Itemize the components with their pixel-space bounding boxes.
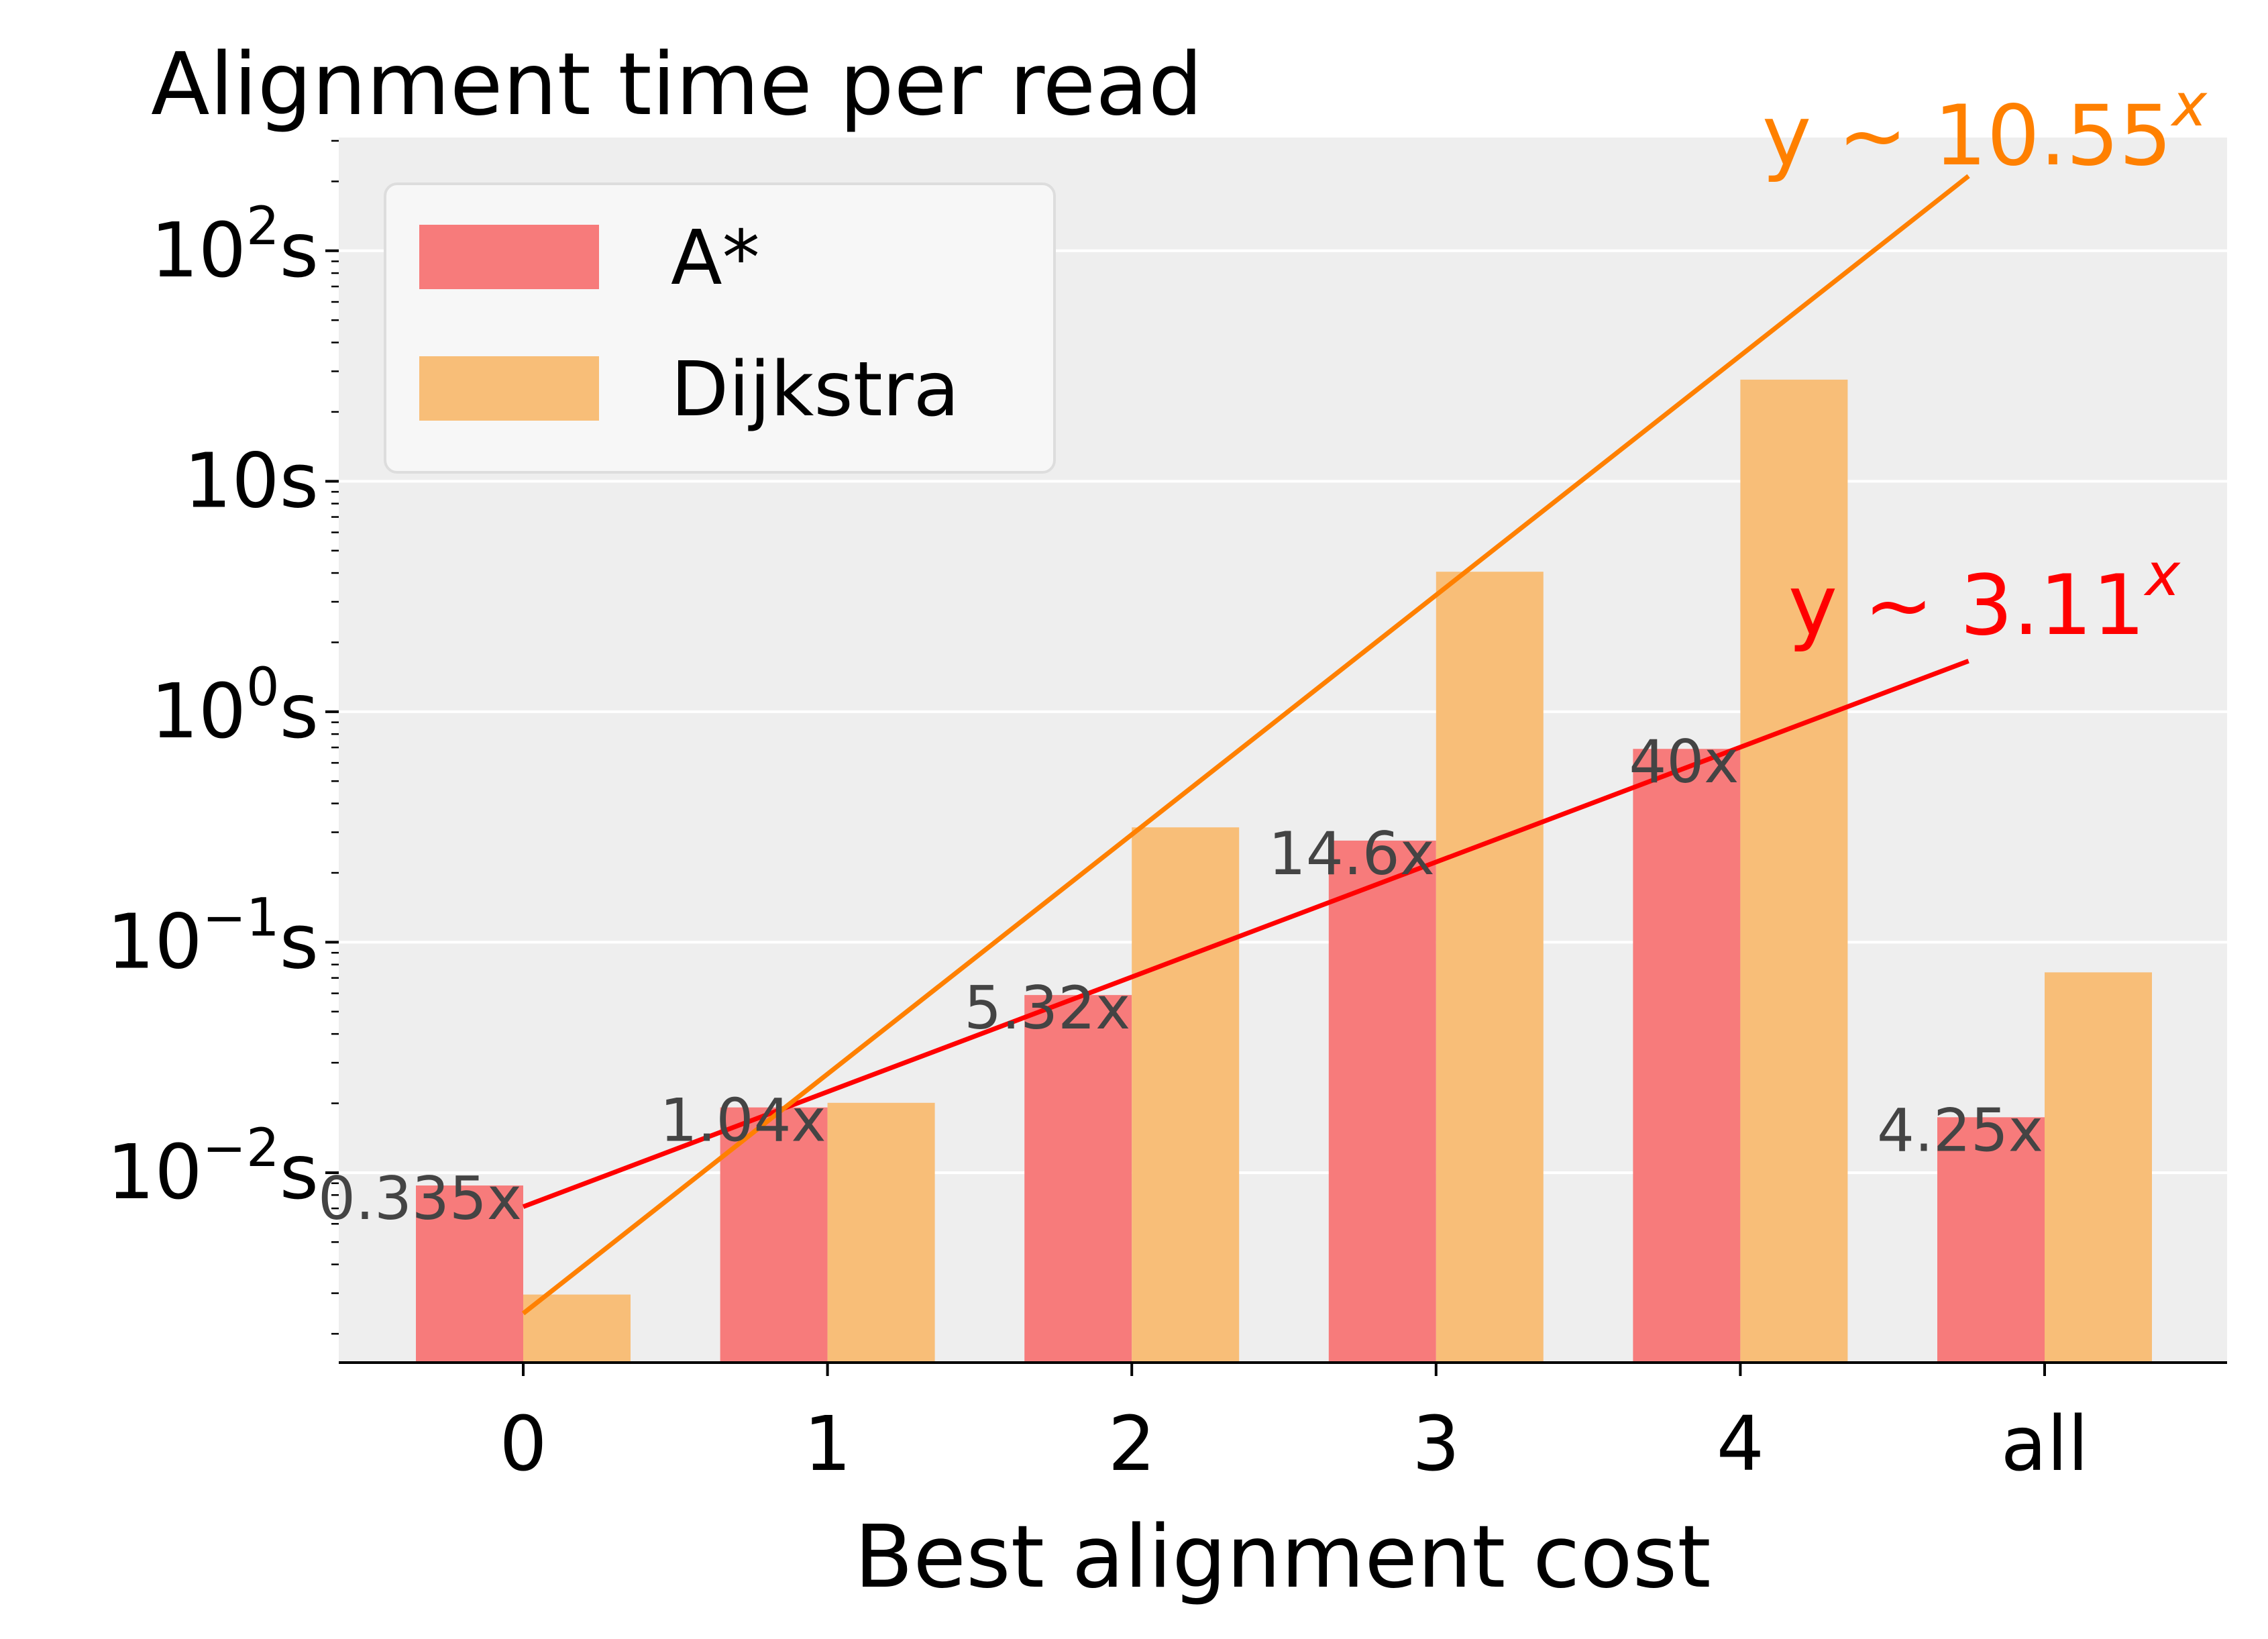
ratio-label-1: 1.04x	[660, 1086, 826, 1155]
bar-dijkstra-0	[523, 1294, 631, 1363]
bar-astar-5	[1937, 1117, 2045, 1363]
y-tick-label-0: 10−2s	[107, 1118, 319, 1216]
ratio-label-4: 40x	[1629, 727, 1739, 796]
x-tick-label-5: all	[2001, 1401, 2089, 1488]
x-tick-label-4: 4	[1717, 1401, 1764, 1488]
legend-label-1: Dijkstra	[671, 346, 959, 433]
fit-line-1	[521, 174, 1970, 1316]
bar-dijkstra-1	[827, 1102, 935, 1363]
y-tick-label-3: 10s	[184, 437, 319, 525]
fit-equation-0: y ~ 3.11x	[1788, 540, 2181, 654]
bar-astar-2	[1024, 995, 1132, 1363]
legend-swatch-0	[419, 225, 599, 289]
grid-lines	[339, 249, 2227, 1174]
y-tick-label-1: 10−1s	[107, 888, 319, 986]
x-tick-label-3: 3	[1412, 1401, 1460, 1488]
y-axis-ticks: 10−2s 10−1s 100s 10s 102s	[107, 140, 339, 1335]
bar-astar-0	[416, 1185, 523, 1363]
bars	[416, 379, 2152, 1363]
ratio-label-3: 14.6x	[1268, 819, 1435, 888]
fit-line-0	[522, 658, 1969, 1209]
bar-dijkstra-3	[1436, 572, 1544, 1363]
bar-dijkstra-2	[1132, 827, 1240, 1363]
bar-dijkstra-4	[1740, 379, 1848, 1363]
fit-lines	[521, 174, 1970, 1316]
x-axis-label: Best alignment cost	[854, 1508, 1711, 1607]
bar-dijkstra-5	[2045, 972, 2152, 1363]
y-tick-label-4: 102s	[150, 197, 319, 295]
ratio-labels: 0.335x 1.04x 5.32x 14.6x 40x 4.25x	[318, 727, 2043, 1233]
x-tick-label-1: 1	[804, 1401, 851, 1488]
x-axis-ticks: 0 1 2 3 4 all	[499, 1363, 2088, 1488]
fit-equation-1: y ~ 10.55x	[1762, 70, 2208, 184]
fit-equations: y ~ 3.11x y ~ 10.55x	[1762, 70, 2208, 654]
ratio-label-2: 5.32x	[964, 973, 1130, 1043]
bar-astar-3	[1328, 840, 1436, 1363]
ratio-label-0: 0.335x	[318, 1164, 522, 1233]
bar-astar-4	[1633, 749, 1741, 1363]
legend-label-0: A*	[671, 215, 760, 302]
chart-title: Alignment time per read	[151, 35, 1203, 135]
y-tick-label-2: 100s	[150, 657, 319, 755]
bar-astar-1	[720, 1107, 828, 1363]
x-tick-label-0: 0	[499, 1401, 547, 1488]
legend: A* Dijkstra	[384, 182, 1056, 474]
x-tick-label-2: 2	[1108, 1401, 1156, 1488]
legend-swatch-1	[419, 356, 599, 421]
ratio-label-5: 4.25x	[1877, 1096, 2043, 1165]
